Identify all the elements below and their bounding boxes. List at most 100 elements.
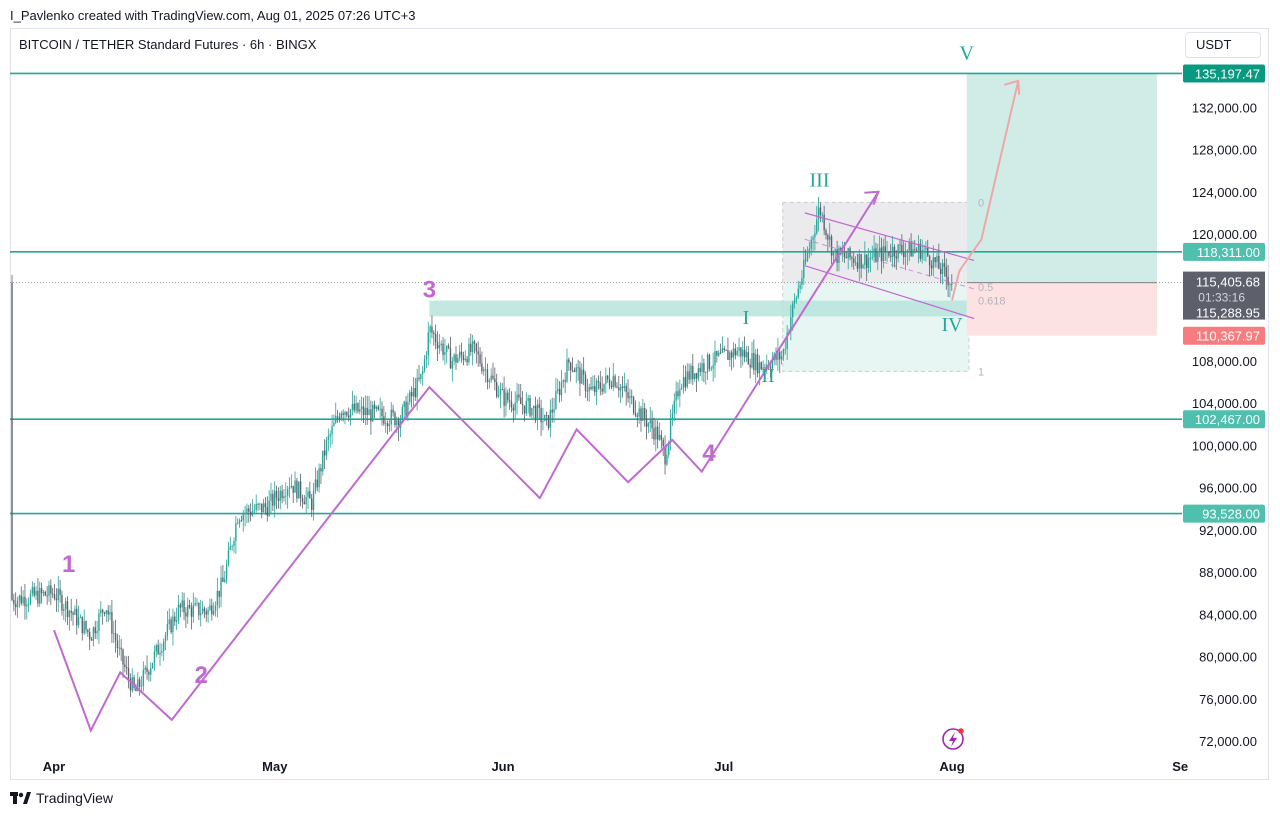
candle-body: [138, 679, 141, 687]
candle-body: [516, 394, 518, 403]
candle-body: [429, 326, 431, 333]
candle-body: [573, 370, 576, 373]
candle-body: [127, 667, 130, 679]
candle-body: [179, 604, 182, 608]
candle-body: [238, 520, 241, 524]
fib-level-label: 1: [978, 366, 984, 378]
candle-body: [412, 388, 415, 397]
candle-body: [216, 590, 219, 606]
currency-selector[interactable]: USDT: [1185, 32, 1261, 58]
tradingview-brand: TradingView: [36, 790, 114, 806]
candle-body: [203, 608, 206, 612]
price-tick-label: 120,000.00: [1192, 227, 1257, 242]
candle-body: [753, 353, 755, 371]
candle-body: [192, 605, 194, 617]
candle-body: [457, 357, 459, 363]
candle-body: [323, 450, 326, 456]
symbol-title[interactable]: BITCOIN / TETHER Standard Futures · 6h ·…: [19, 37, 317, 52]
candle-body: [518, 394, 520, 398]
candle-body: [682, 376, 685, 388]
candle-body: [890, 255, 892, 257]
candle-body: [242, 514, 244, 521]
candle-body: [644, 407, 646, 419]
candle-body: [557, 389, 559, 392]
candle-body: [118, 647, 120, 649]
candle-body: [98, 613, 100, 632]
candle-body: [529, 397, 531, 416]
candle-body: [373, 404, 376, 409]
candle-body: [48, 585, 50, 596]
candle-body: [229, 546, 231, 550]
candle-body: [205, 611, 207, 615]
candle-body: [166, 624, 169, 636]
candle-body: [137, 679, 139, 692]
candle-body: [240, 520, 243, 522]
candle-body: [723, 348, 725, 350]
candle-body: [764, 367, 766, 369]
candle-body: [359, 409, 361, 412]
candle-body: [775, 353, 777, 360]
candle-body: [814, 233, 816, 238]
candle-body: [544, 414, 546, 421]
candle-body: [390, 409, 392, 425]
candle-body: [416, 377, 418, 398]
candle-body: [379, 408, 381, 410]
candle-body: [227, 549, 230, 565]
candle-body: [636, 415, 638, 417]
candle-body: [20, 595, 22, 604]
candle-body: [174, 616, 176, 622]
candle-body: [146, 667, 148, 672]
candle-body: [629, 396, 631, 399]
demand-zone: [429, 300, 969, 317]
candle-body: [869, 258, 872, 260]
candle-body: [878, 247, 881, 252]
candle-body: [832, 250, 835, 256]
candle-body: [758, 362, 761, 374]
candle-body: [444, 351, 446, 355]
wave-label-minor-V: V: [959, 43, 974, 65]
time-tick-label: Aug: [939, 759, 964, 774]
candle-body: [425, 355, 428, 360]
candle-body: [560, 382, 563, 396]
price-label-102467: 102,467.00: [1195, 412, 1260, 427]
candle-body: [316, 479, 318, 488]
candle-body: [307, 491, 309, 497]
position-target-zone: [966, 73, 1157, 283]
candle-body: [527, 397, 529, 401]
candle-body: [755, 354, 757, 371]
candle-body: [468, 343, 470, 363]
time-tick-label: May: [262, 759, 288, 774]
candle-body: [257, 504, 259, 505]
candle-body: [564, 380, 566, 382]
candle-body: [336, 416, 339, 418]
candle-body: [377, 406, 379, 410]
candle-body: [366, 407, 368, 415]
price-tick-label: 132,000.00: [1192, 100, 1257, 115]
candle-body: [875, 248, 877, 262]
candle-body: [442, 343, 444, 355]
candle-body: [85, 621, 87, 630]
candle-body: [63, 609, 65, 611]
candle-body: [464, 358, 466, 361]
zones-layer: [429, 73, 1157, 372]
candle-body: [499, 389, 502, 396]
candle-body: [701, 363, 703, 372]
candle-body: [897, 244, 899, 259]
candle-body: [407, 402, 409, 416]
fib-level-label: 0: [978, 197, 984, 209]
tradingview-footer[interactable]: TradingView: [10, 790, 113, 806]
candle-body: [714, 351, 716, 366]
candle-body: [27, 603, 30, 605]
candle-body: [538, 404, 540, 408]
candle-body: [625, 386, 627, 393]
candle-body: [903, 251, 905, 258]
candle-body: [401, 407, 404, 421]
wave-label-major-4: 4: [702, 440, 716, 467]
candle-body: [660, 434, 663, 440]
countdown-label: 01:33:16: [1198, 291, 1245, 305]
candle-body: [325, 439, 328, 456]
candle-body: [37, 590, 39, 604]
candle-body: [908, 241, 910, 251]
candle-body: [81, 616, 83, 634]
